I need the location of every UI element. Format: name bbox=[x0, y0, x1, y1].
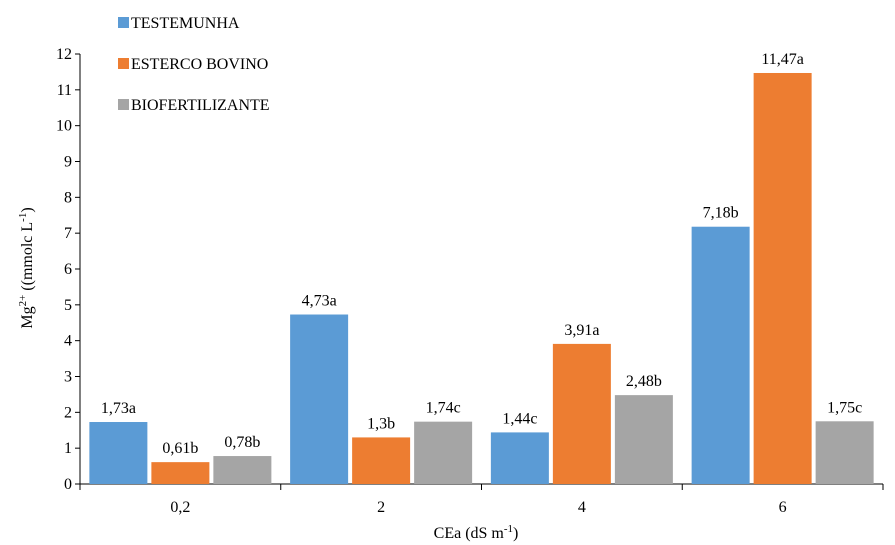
data-label: 0,61b bbox=[162, 440, 198, 457]
legend-label: TESTEMUNHA bbox=[131, 15, 240, 32]
bar bbox=[614, 395, 673, 484]
bar bbox=[815, 421, 874, 484]
x-axis-title-main: CEa (dS m bbox=[434, 525, 505, 542]
bar bbox=[414, 421, 473, 484]
bar bbox=[691, 226, 750, 484]
y-tick-label: 10 bbox=[56, 118, 72, 135]
bar bbox=[552, 343, 611, 484]
x-axis: 0,2 2 4 6 bbox=[79, 483, 884, 516]
data-label: 1,74c bbox=[426, 400, 461, 417]
data-label: 0,78b bbox=[224, 434, 260, 451]
y-axis-title-base: Mg bbox=[19, 306, 36, 328]
y-tick-label: 7 bbox=[64, 225, 72, 242]
legend-label: BIOFERTILIZANTE bbox=[131, 97, 270, 114]
y-tick-label: 0 bbox=[64, 476, 72, 493]
data-label: 2,48b bbox=[626, 373, 662, 390]
data-label: 4,73a bbox=[302, 293, 337, 310]
bar bbox=[290, 314, 349, 484]
x-tick-label: 2 bbox=[377, 499, 385, 516]
bar bbox=[352, 437, 411, 484]
bar bbox=[151, 462, 210, 484]
y-axis-title-end: ) bbox=[19, 207, 36, 212]
bars bbox=[89, 72, 874, 484]
data-labels: 1,73a 0,61b 0,78b 4,73a 1,3b 1,74c 1,44c 3,91a 2… bbox=[101, 51, 862, 457]
x-axis-title-sup: -1 bbox=[504, 523, 513, 535]
bar bbox=[753, 72, 812, 484]
legend-label: ESTERCO BOVINO bbox=[131, 56, 268, 73]
legend: TESTEMUNHA ESTERCO BOVINO BIOFERTILIZANTE bbox=[118, 15, 270, 114]
legend-swatch bbox=[118, 99, 129, 110]
legend-swatch bbox=[118, 17, 129, 28]
x-axis-title-end: ) bbox=[513, 525, 518, 542]
x-axis-title: CEa (dS m-1) bbox=[434, 523, 519, 542]
data-label: 11,47a bbox=[761, 51, 804, 68]
y-axis-title-sup2: -1 bbox=[17, 213, 29, 222]
data-label: 3,91a bbox=[564, 322, 599, 339]
y-tick-label: 5 bbox=[64, 297, 72, 314]
bar bbox=[490, 432, 549, 484]
y-tick-label: 12 bbox=[56, 46, 72, 63]
y-tick-label: 8 bbox=[64, 189, 72, 206]
bar bbox=[89, 422, 148, 484]
y-tick-label: 9 bbox=[64, 154, 72, 171]
bar bbox=[213, 456, 272, 484]
data-label: 7,18b bbox=[703, 205, 739, 222]
y-tick-label: 6 bbox=[64, 261, 72, 278]
x-tick-label: 0,2 bbox=[170, 499, 190, 516]
y-tick-label: 3 bbox=[64, 369, 72, 386]
data-label: 1,44c bbox=[502, 410, 537, 427]
y-axis-title-sup: 2+ bbox=[17, 295, 29, 307]
y-tick-label: 11 bbox=[57, 82, 72, 99]
y-tick-label: 4 bbox=[64, 333, 72, 350]
y-axis-title: Mg2+ ((mmolc L-1) bbox=[17, 207, 36, 328]
data-label: 1,73a bbox=[101, 400, 136, 417]
legend-swatch bbox=[118, 58, 129, 69]
x-tick-label: 6 bbox=[779, 499, 787, 516]
y-tick-label: 1 bbox=[64, 440, 72, 457]
y-tick-label: 2 bbox=[64, 404, 72, 421]
x-tick-label: 4 bbox=[578, 499, 586, 516]
data-label: 1,75c bbox=[827, 399, 862, 416]
data-label: 1,3b bbox=[367, 415, 395, 432]
y-axis-title-mid: ((mmolc L bbox=[19, 222, 36, 295]
